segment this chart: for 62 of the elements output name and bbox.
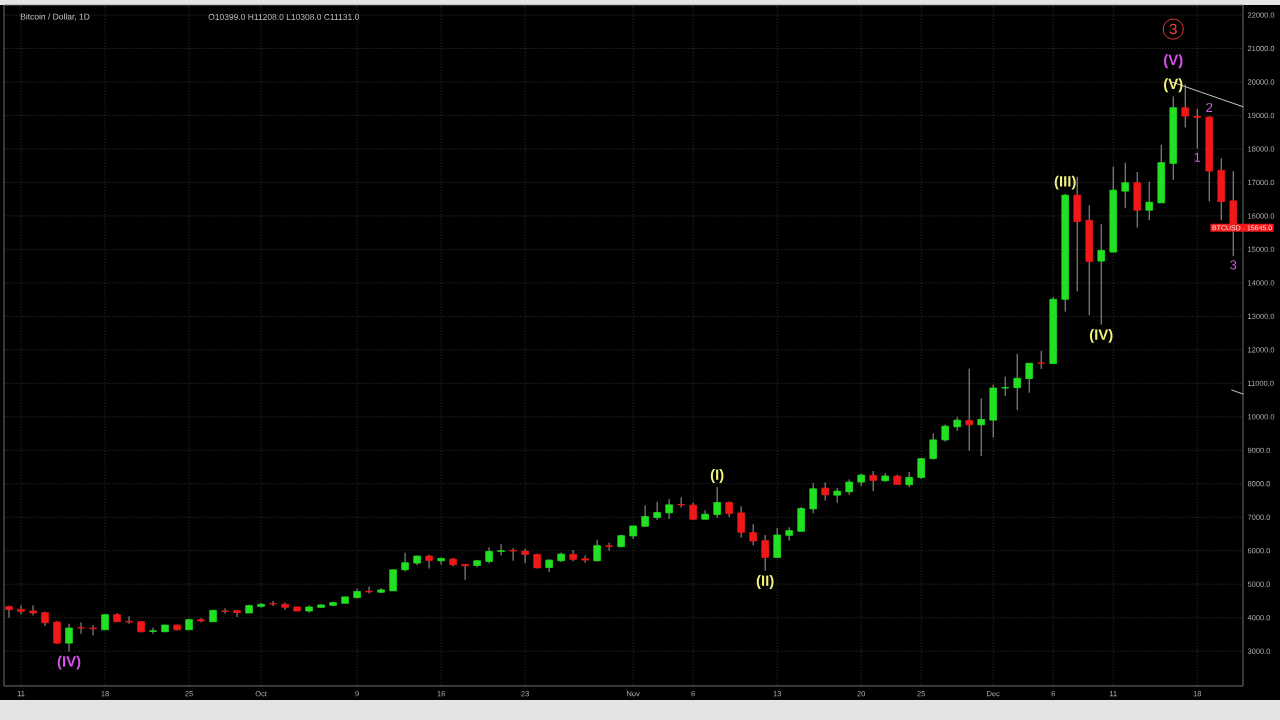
candlestick: [233, 609, 241, 618]
candlestick: [1025, 362, 1033, 394]
annotation: 3: [1230, 260, 1237, 270]
candlestick: [89, 624, 97, 636]
candlestick: [437, 556, 445, 566]
candlestick: [1037, 350, 1045, 370]
annotation: 1: [1194, 152, 1201, 162]
annotation: (V): [1164, 54, 1183, 69]
candlestick: [929, 433, 937, 461]
text: Bitcoin / Dollar, 1D: [20, 13, 90, 21]
annotation: (IV): [1089, 328, 1113, 343]
candlestick: [365, 586, 373, 595]
candlestick: [401, 552, 409, 572]
candlestick: [1013, 353, 1021, 411]
candlestick: [641, 505, 649, 527]
annotation: (II): [756, 575, 774, 589]
candlestick: [581, 554, 589, 564]
candlestick: [749, 523, 757, 546]
candlestick: [29, 604, 37, 616]
candlestick: [677, 496, 685, 509]
candlestick: [521, 548, 529, 564]
candlestick: [809, 482, 817, 514]
candlestick: [461, 563, 469, 581]
candlestick: [665, 498, 673, 520]
candlestick: [125, 615, 133, 625]
candlestick: [1145, 181, 1153, 221]
annotation: O10399.0 H11208.0 L10308.0 C11131.0: [208, 14, 359, 20]
candlestick: [797, 506, 805, 532]
candlestick: [389, 569, 397, 592]
candlestick: [53, 620, 61, 645]
candlestick: [821, 481, 829, 501]
candlestick: [773, 527, 781, 558]
candlestick: [269, 600, 277, 607]
annotation: 3: [1169, 23, 1177, 35]
annotation: (IV): [57, 655, 81, 670]
candlestick: [713, 486, 721, 519]
candlestick: [1193, 108, 1201, 150]
annotation: 2: [1206, 102, 1213, 112]
candlestick: [605, 542, 613, 552]
annotation: (III): [1054, 175, 1076, 190]
candlestick: [509, 547, 517, 562]
candlestick: [1121, 162, 1129, 209]
candlestick: [5, 605, 13, 619]
candlestick: [77, 621, 85, 635]
candlestick: [221, 607, 229, 615]
candlestick: [977, 397, 985, 457]
candlestick: [1097, 223, 1105, 326]
candlestick: [1181, 83, 1189, 129]
annotation: (V): [1164, 78, 1183, 93]
candlestick: [737, 505, 745, 539]
candlestick: [65, 623, 73, 652]
candlestick: [425, 554, 433, 569]
annotation: (I): [710, 468, 724, 483]
candlestick: [965, 368, 973, 452]
candlestick: [497, 543, 505, 556]
candlestick: [149, 627, 157, 635]
candlestick: [653, 501, 661, 521]
candlestick: [1001, 376, 1009, 397]
candlestick: [17, 604, 25, 615]
candlestick: [869, 470, 877, 492]
candlestick: [761, 534, 769, 572]
candlestick: [569, 549, 577, 562]
